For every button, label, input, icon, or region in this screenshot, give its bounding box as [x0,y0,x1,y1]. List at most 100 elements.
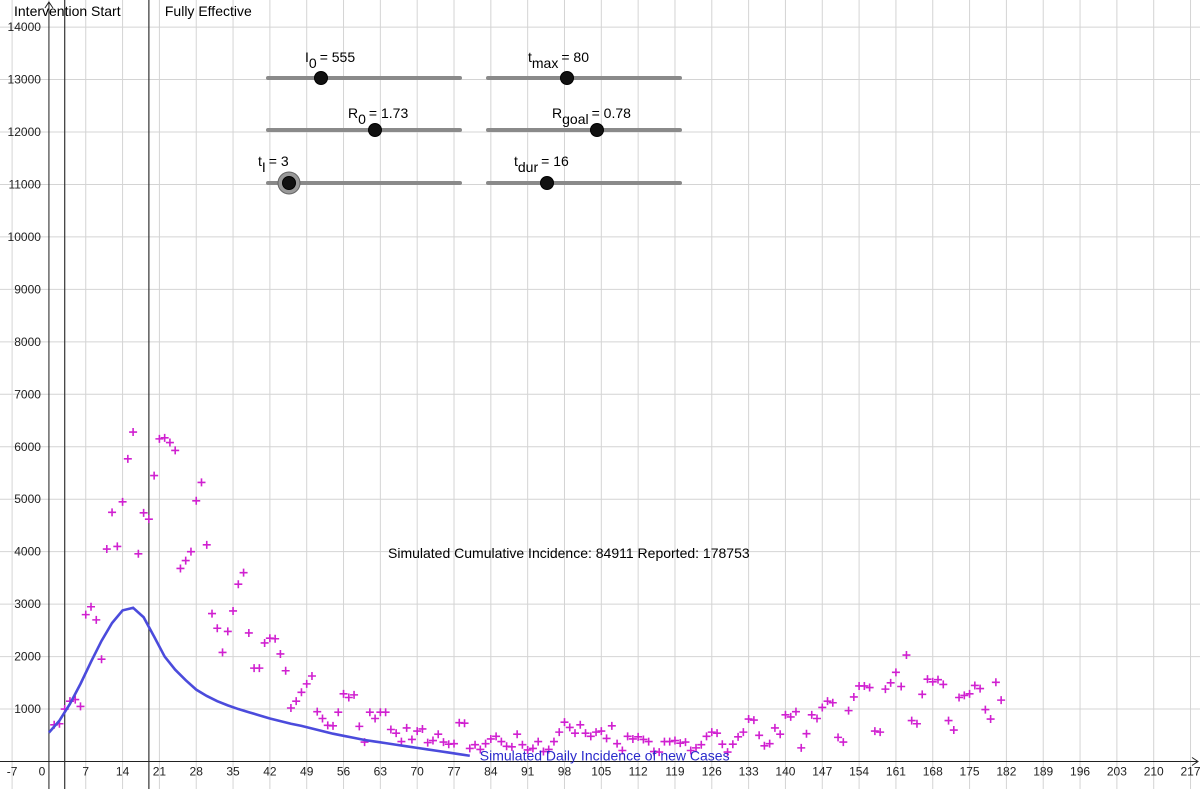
reported-point [497,737,506,746]
reported-point [776,730,785,739]
reported-point [749,716,758,725]
reported-point [870,727,879,736]
reported-point [592,728,601,737]
reported-point [428,736,437,745]
x-tick-label: 140 [775,765,795,779]
slider-subscript: goal [562,111,588,127]
slider-symbol: I [305,49,309,65]
slider[interactable]: I0 = 555 [266,49,462,85]
reported-point [791,707,800,716]
reported-point [955,693,964,702]
reported-point [134,549,143,558]
slider[interactable]: tdur = 16 [486,153,682,190]
reported-point [681,738,690,747]
reported-point [386,725,395,734]
x-tick-label: 182 [996,765,1016,779]
reported-point [139,508,148,517]
slider-subscript: max [532,55,558,71]
reported-point [418,724,427,733]
reported-point [339,689,348,698]
slider-symbol: t [528,49,532,65]
slider-symbol: t [258,153,262,169]
reported-point [407,735,416,744]
reported-point [307,672,316,681]
reported-point [960,691,969,700]
slider-value: = 0.78 [592,105,632,121]
reported-point [881,685,890,694]
reported-point [476,745,485,754]
reported-point [176,564,185,573]
reported-point [613,739,622,748]
reported-point [818,703,827,712]
x-tick-label: 7 [82,765,89,779]
reported-point [807,710,816,719]
reported-point [165,438,174,447]
reported-point [676,739,685,748]
x-tick-label: 189 [1033,765,1053,779]
reported-point [912,719,921,728]
slider-knob[interactable] [590,123,604,137]
reported-point [481,739,490,748]
reported-point [523,745,532,754]
reported-point [450,739,459,748]
x-tick-label: 217 [1181,765,1200,779]
y-tick-label: 6000 [14,440,41,454]
slider-knob[interactable] [368,123,382,137]
reported-point [439,738,448,747]
slider-knob[interactable] [314,71,328,85]
slider-knob[interactable] [560,71,574,85]
x-tick-label: 21 [153,765,167,779]
slider[interactable]: tmax = 80 [486,49,682,85]
reported-point [865,683,874,692]
reported-point [607,721,616,730]
x-tick-label: 112 [629,765,648,779]
reported-point [292,697,301,706]
reported-point [934,675,943,684]
reported-point [244,628,253,637]
y-tick-label: 2000 [14,650,41,664]
reported-point [234,580,243,589]
reported-point [402,723,411,732]
reported-point [271,634,280,643]
reported-point [560,718,569,727]
x-tick-label: 154 [849,765,869,779]
reported-point [150,471,159,480]
reported-point [981,705,990,714]
slider-symbol: t [514,153,518,169]
reported-point [755,731,764,740]
x-tick-label: 35 [226,765,240,779]
reported-point [260,638,269,647]
reported-point [849,692,858,701]
reported-point [786,712,795,721]
x-tick-label: 161 [886,765,906,779]
reported-point [544,745,553,754]
reported-point [460,719,469,728]
slider[interactable]: tI = 3 [258,153,462,195]
reported-point [202,540,211,549]
slider[interactable]: Rgoal = 0.78 [486,105,682,137]
reported-point [171,446,180,455]
y-tick-label: 11000 [8,177,41,191]
reported-point [108,508,117,517]
vertical-line-label: Fully Effective [165,3,252,19]
reported-point [839,738,848,747]
reported-point [549,737,558,746]
y-tick-label: 9000 [14,282,41,296]
reported-point [92,615,101,624]
reported-point [886,678,895,687]
slider-subscript: dur [518,159,539,175]
reported-point [486,734,495,743]
reported-point [239,568,248,577]
reported-point [534,737,543,746]
x-tick-label: 98 [558,765,572,779]
slider-knob[interactable] [540,176,554,190]
reported-point [297,688,306,697]
x-axis-arrow [1191,757,1199,766]
slider[interactable]: R0 = 1.73 [266,105,462,137]
reported-point [602,734,611,743]
x-tick-label: 70 [411,765,425,779]
reported-point [744,715,753,724]
reported-point [286,704,295,713]
slider-knob[interactable] [282,176,296,190]
y-tick-label: 8000 [14,335,41,349]
